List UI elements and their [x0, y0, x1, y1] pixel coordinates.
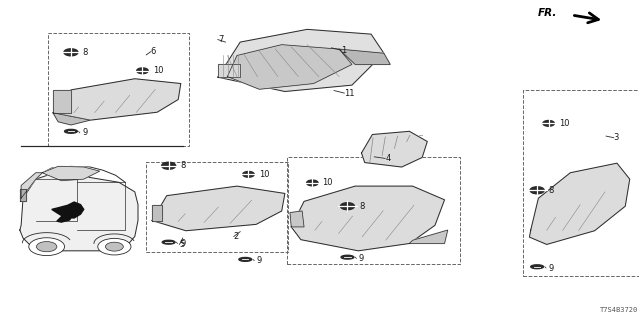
Polygon shape: [410, 230, 448, 244]
Text: 8: 8: [180, 161, 186, 170]
Circle shape: [340, 203, 355, 210]
Polygon shape: [53, 90, 71, 113]
Polygon shape: [57, 213, 72, 222]
Ellipse shape: [65, 129, 77, 133]
Text: 3: 3: [614, 133, 619, 142]
Text: 10: 10: [153, 66, 163, 75]
Circle shape: [137, 68, 148, 74]
Polygon shape: [53, 79, 180, 120]
Text: 5: 5: [179, 240, 185, 249]
Text: 9: 9: [548, 263, 554, 273]
Polygon shape: [218, 64, 240, 77]
Polygon shape: [20, 173, 138, 251]
Ellipse shape: [341, 255, 354, 259]
Circle shape: [162, 162, 175, 169]
Polygon shape: [218, 29, 384, 92]
Circle shape: [543, 121, 554, 126]
Polygon shape: [362, 131, 428, 167]
Ellipse shape: [239, 258, 252, 261]
Bar: [48, 33, 189, 146]
Text: 1: 1: [341, 45, 346, 55]
Circle shape: [29, 238, 65, 256]
Ellipse shape: [163, 240, 175, 244]
Polygon shape: [291, 186, 445, 251]
Polygon shape: [53, 113, 90, 125]
Text: 8: 8: [548, 186, 554, 195]
Text: T7S4B3720: T7S4B3720: [600, 307, 638, 313]
Polygon shape: [21, 173, 42, 198]
Text: FR.: FR.: [538, 8, 557, 19]
Polygon shape: [52, 202, 84, 218]
Circle shape: [530, 187, 544, 194]
Polygon shape: [152, 186, 285, 231]
Text: 9: 9: [83, 128, 88, 137]
Text: 2: 2: [234, 232, 239, 241]
Polygon shape: [290, 211, 304, 227]
Circle shape: [243, 172, 254, 177]
Polygon shape: [529, 163, 630, 244]
Text: 4: 4: [385, 154, 390, 163]
Text: 10: 10: [559, 119, 570, 128]
Circle shape: [64, 49, 78, 56]
Text: 8: 8: [359, 202, 364, 211]
Text: 11: 11: [344, 89, 355, 98]
Text: 10: 10: [259, 170, 269, 179]
Circle shape: [98, 238, 131, 255]
Bar: [523, 90, 639, 276]
Polygon shape: [339, 49, 390, 64]
Circle shape: [36, 242, 57, 252]
Text: 9: 9: [359, 254, 364, 263]
Polygon shape: [152, 204, 162, 220]
Circle shape: [307, 180, 318, 186]
Ellipse shape: [531, 265, 543, 269]
Text: 9: 9: [257, 256, 262, 265]
Text: 8: 8: [83, 48, 88, 57]
Text: 6: 6: [151, 47, 156, 56]
Polygon shape: [42, 166, 100, 181]
Bar: [147, 162, 288, 252]
Text: 7: 7: [218, 35, 223, 44]
Circle shape: [106, 242, 124, 251]
Bar: [287, 157, 461, 264]
Polygon shape: [227, 45, 352, 89]
Text: 9: 9: [180, 239, 186, 248]
Polygon shape: [20, 189, 26, 201]
Text: 10: 10: [323, 179, 333, 188]
